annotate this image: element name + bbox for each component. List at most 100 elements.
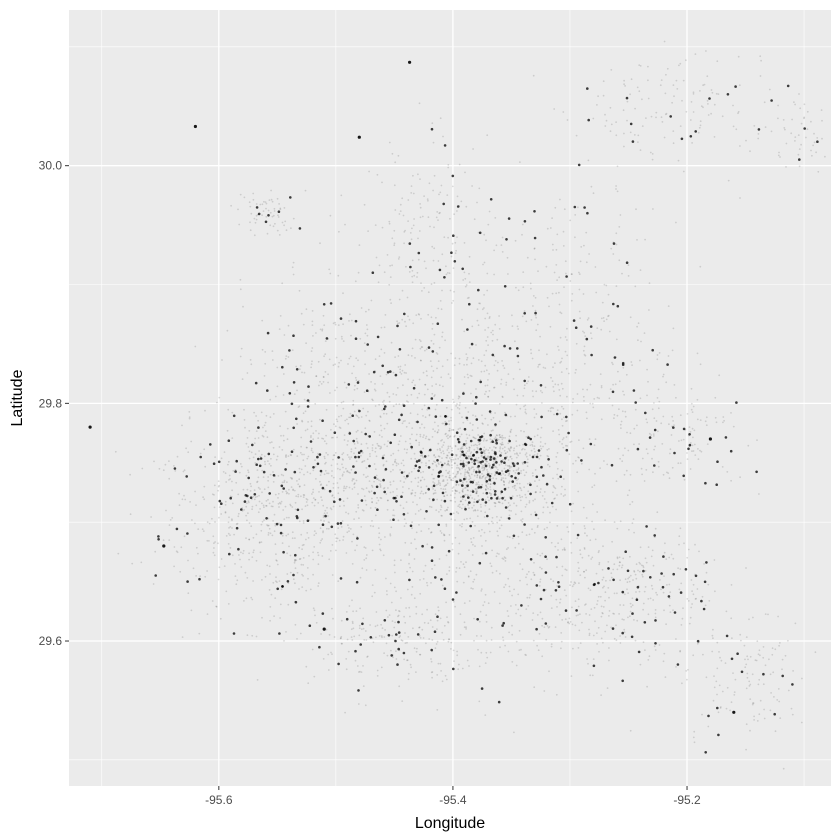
data-point	[550, 406, 553, 409]
data-point	[472, 543, 474, 546]
data-point	[456, 210, 458, 212]
data-point	[408, 242, 412, 245]
data-point	[185, 475, 188, 478]
data-point	[195, 575, 198, 577]
data-point	[443, 462, 446, 465]
data-point	[541, 495, 544, 497]
data-point	[699, 265, 702, 268]
data-point	[301, 544, 304, 547]
data-point	[572, 462, 574, 465]
data-point	[349, 458, 351, 460]
data-point	[365, 569, 368, 571]
data-point	[357, 671, 360, 673]
data-point	[704, 604, 707, 607]
data-point	[402, 651, 406, 655]
data-point	[681, 682, 683, 685]
data-point	[354, 280, 357, 283]
data-point	[464, 445, 467, 447]
data-point	[517, 328, 520, 330]
data-point	[453, 475, 456, 478]
data-point	[354, 649, 357, 653]
data-point	[459, 613, 462, 616]
data-point	[553, 271, 556, 274]
data-point	[607, 567, 610, 570]
data-point	[489, 441, 492, 444]
data-point	[511, 485, 514, 488]
data-point	[493, 462, 496, 464]
data-point	[436, 619, 439, 622]
data-point	[686, 556, 689, 559]
data-point	[347, 524, 349, 527]
data-point	[236, 579, 239, 582]
data-point	[713, 136, 716, 138]
data-point	[698, 126, 701, 129]
data-point	[501, 251, 504, 253]
data-point	[337, 662, 340, 666]
data-point	[469, 490, 472, 493]
data-point	[679, 650, 681, 653]
data-point	[327, 453, 329, 456]
data-point	[510, 466, 513, 468]
data-point	[534, 314, 537, 317]
data-point	[423, 260, 426, 263]
data-point	[173, 467, 177, 470]
data-point	[322, 531, 324, 534]
data-point	[620, 566, 623, 569]
data-point	[759, 55, 762, 58]
data-point	[262, 426, 264, 429]
data-point	[237, 515, 240, 518]
data-point	[411, 269, 414, 272]
data-point	[521, 568, 524, 571]
data-point	[501, 447, 504, 450]
data-point	[699, 124, 702, 127]
data-point	[654, 612, 657, 615]
data-point	[348, 456, 350, 458]
data-point	[690, 402, 693, 405]
data-point	[264, 575, 267, 578]
data-point	[531, 390, 534, 392]
data-point	[601, 301, 604, 304]
data-point	[284, 220, 287, 223]
data-point	[419, 359, 422, 362]
data-point	[612, 383, 614, 386]
data-point	[424, 492, 427, 495]
data-point	[494, 412, 496, 414]
data-point	[437, 219, 439, 222]
data-point	[669, 448, 672, 451]
data-point	[259, 455, 262, 458]
data-point	[314, 499, 317, 501]
data-point	[455, 453, 457, 456]
data-point	[409, 412, 412, 415]
data-point	[312, 607, 315, 610]
data-point	[554, 589, 558, 592]
data-point	[393, 244, 396, 247]
data-point	[379, 486, 382, 488]
data-point	[451, 185, 454, 188]
data-point	[615, 121, 617, 123]
data-point	[485, 439, 488, 442]
data-point	[373, 388, 376, 391]
data-point	[285, 492, 288, 495]
data-point	[441, 631, 444, 634]
data-point	[569, 584, 571, 586]
data-point	[562, 446, 565, 449]
data-point	[619, 604, 622, 606]
data-point	[392, 371, 395, 374]
data-point	[305, 498, 308, 500]
data-point	[494, 438, 497, 440]
data-point	[429, 505, 431, 508]
data-point	[428, 414, 431, 417]
data-point	[468, 281, 471, 283]
data-point	[465, 486, 467, 489]
data-point	[323, 355, 325, 358]
data-point	[351, 488, 354, 490]
data-point	[408, 554, 411, 556]
data-point	[430, 339, 433, 342]
data-point	[506, 535, 509, 538]
data-point	[279, 208, 282, 211]
data-point	[372, 525, 375, 528]
data-point	[445, 601, 447, 604]
data-point	[420, 490, 423, 493]
data-point	[208, 540, 210, 542]
data-point	[517, 361, 520, 364]
